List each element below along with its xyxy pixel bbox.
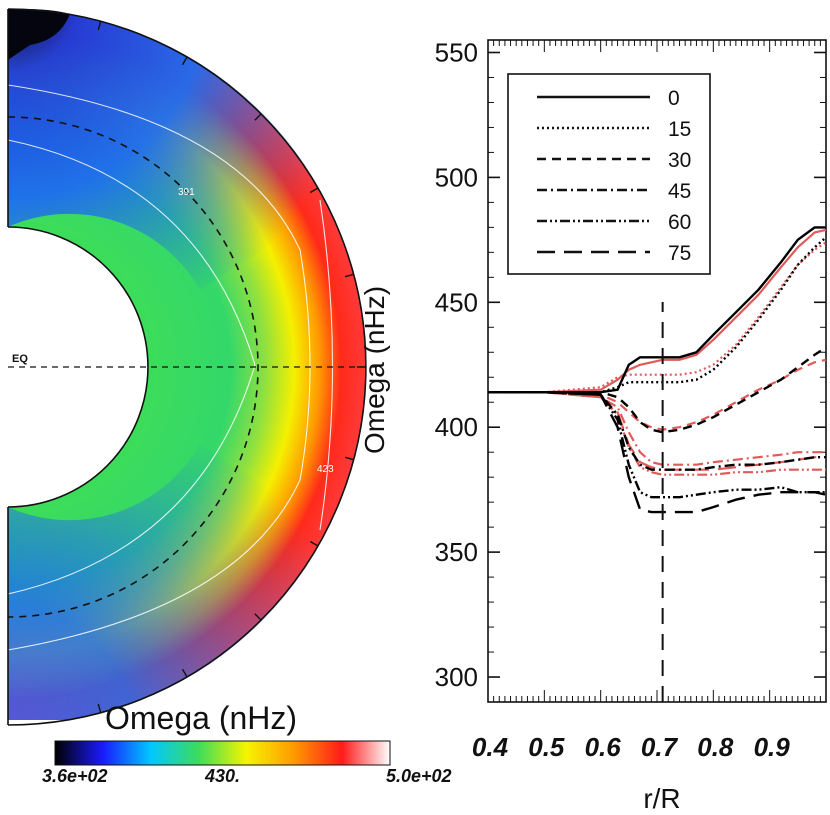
legend-label: 30 [668, 149, 691, 172]
legend-label: 75 [668, 242, 691, 265]
rim-tick [254, 613, 262, 621]
x-axis: 0.4 0.5 0.6 0.7 0.8 0.9 [472, 40, 821, 762]
x-tick-label: 0.8 [697, 732, 734, 762]
series-line-30 [488, 358, 827, 431]
rim-ticks [97, 21, 366, 713]
series-line-60 [488, 391, 826, 476]
equator-label: EQ [12, 353, 28, 365]
y-tick-label: 500 [435, 162, 478, 192]
rim-tick [181, 56, 188, 66]
series-line-45 [488, 391, 826, 466]
contour-line [319, 199, 334, 531]
x-tick-label: 0.5 [528, 732, 565, 762]
meridional-plot: 391 423 EQ [7, 8, 380, 726]
rim-tick [344, 273, 354, 278]
x-axis-title: r/R [643, 783, 680, 814]
rim-tick [309, 540, 319, 547]
contour-label: 423 [317, 464, 334, 475]
legend-label: 45 [668, 180, 691, 203]
colorbar-gradient [54, 740, 391, 766]
y-tick-label: 400 [435, 412, 478, 442]
colorbar-max-label: 5.0e+02 [386, 766, 452, 786]
inner-boundary [7, 226, 149, 508]
y-tick-label: 550 [435, 37, 478, 67]
legend-label: 0 [668, 87, 680, 110]
rim-tick [181, 668, 188, 678]
series-line-0 [488, 226, 826, 394]
legend: 0 15 30 45 60 75 [507, 73, 711, 275]
tachocline-circle [8, 116, 259, 618]
rim-tick [254, 113, 262, 121]
series-line-45 [488, 391, 826, 471]
legend-label: 60 [668, 211, 691, 234]
legend-label: 15 [668, 118, 691, 141]
series-line-0 [488, 228, 827, 394]
colorbar-title: Omega (nHz) [105, 700, 297, 736]
rim-tick [309, 187, 319, 194]
x-tick-label: 0.9 [754, 732, 791, 762]
contour-line [8, 84, 311, 651]
y-tick-label: 300 [435, 662, 478, 692]
rim-tick [97, 21, 102, 31]
dark-pole-patch [8, 8, 70, 60]
polar-region-north [8, 8, 330, 291]
x-tick-label: 0.4 [472, 732, 509, 762]
polar-region-south [8, 444, 330, 720]
rim-tick [97, 703, 102, 713]
contour-line [8, 139, 256, 595]
series-line-15 [488, 241, 827, 394]
x-tick-label: 0.7 [641, 732, 679, 762]
x-tick-label: 0.6 [585, 732, 622, 762]
y-axis-title: Omega (nHz) [359, 286, 390, 454]
y-tick-label: 450 [435, 287, 478, 317]
series-line-30 [488, 346, 827, 434]
rim-tick [344, 456, 354, 461]
series-line-75 [488, 391, 827, 514]
series-group [488, 226, 827, 514]
colorbar-min-label: 3.6e+02 [42, 766, 108, 786]
line-chart: 300 350 400 450 500 550 0.4 0.5 0.6 0.7 0.8 0.9 0 1… [359, 37, 827, 814]
colorbar-mid-label: 430. [204, 766, 240, 786]
y-tick-label: 350 [435, 537, 478, 567]
series-line-60 [488, 391, 826, 499]
colorbar: Omega (nHz) 3.6e+02 430. 5.0e+02 [42, 700, 452, 786]
contour-label: 391 [178, 187, 195, 198]
legend-box [507, 73, 711, 275]
